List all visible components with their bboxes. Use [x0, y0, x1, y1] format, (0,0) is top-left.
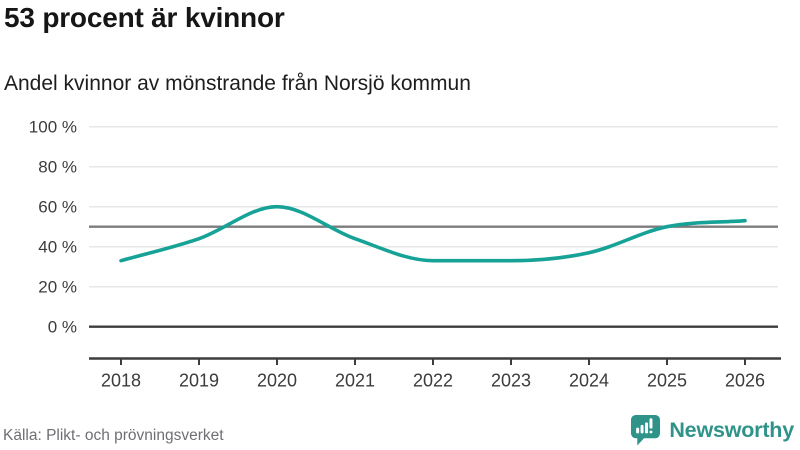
- x-tick-label: 2019: [179, 371, 219, 391]
- line-chart: 0 % 20 % 40 % 60 % 80 % 100 % 2018 2019 2020 2021…: [29, 118, 781, 391]
- source-text: Källa: Plikt- och prövningsverket: [3, 427, 224, 444]
- y-tick-label: 20 %: [38, 278, 77, 297]
- x-tick-label: 2025: [647, 371, 687, 391]
- x-tick-label: 2026: [725, 371, 765, 391]
- newsworthy-wordmark: Newsworthy: [669, 418, 794, 442]
- newsworthy-icon: [631, 415, 661, 446]
- y-tick-label: 60 %: [38, 198, 77, 217]
- x-tick-label: 2022: [413, 371, 453, 391]
- newsworthy-logo: Newsworthy: [630, 414, 794, 447]
- chart-title: 53 procent är kvinnor: [4, 2, 285, 33]
- x-tick-label: 2018: [101, 371, 141, 391]
- x-tick-label: 2023: [491, 371, 531, 391]
- y-tick-label: 0 %: [48, 318, 77, 337]
- y-tick-label: 80 %: [38, 158, 77, 177]
- x-tick-label: 2020: [257, 371, 297, 391]
- y-tick-label: 100 %: [29, 118, 77, 137]
- data-line: [119, 204, 747, 263]
- chart-subtitle: Andel kvinnor av mönstrande från Norsjö …: [4, 72, 471, 95]
- x-tick-label: 2024: [569, 371, 609, 391]
- x-tick-label: 2021: [335, 371, 375, 391]
- y-tick-label: 40 %: [38, 238, 77, 257]
